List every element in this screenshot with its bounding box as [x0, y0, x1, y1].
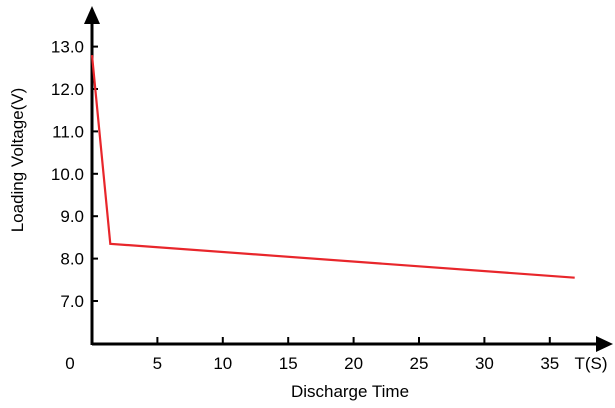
x-axis-unit-label: T(S) [574, 354, 607, 373]
x-axis-title: Discharge Time [291, 382, 409, 401]
x-tick-label: 5 [153, 354, 162, 373]
y-axis-title: Loading Voltage(V) [8, 88, 27, 233]
y-axis [84, 6, 100, 345]
y-tick-label: 8.0 [60, 250, 84, 269]
series-layer [90, 54, 575, 279]
x-axis [92, 336, 613, 352]
y-tick-label: 10.0 [51, 165, 84, 184]
y-tick-label: 9.0 [60, 207, 84, 226]
x-tick-label: 0 [65, 354, 74, 373]
series-line [90, 54, 575, 279]
y-ticks: 7.0 8.0 9.0 10.0 11.0 12.0 13.0 [51, 38, 98, 311]
x-tick-label: 10 [213, 354, 232, 373]
x-tick-label: 30 [475, 354, 494, 373]
y-tick-label: 13.0 [51, 38, 84, 57]
y-axis-arrow-icon [84, 6, 100, 24]
x-ticks: 0 5 10 15 20 25 30 35 [65, 337, 559, 373]
x-tick-label: 15 [279, 354, 298, 373]
y-tick-label: 7.0 [60, 292, 84, 311]
y-tick-label: 11.0 [52, 122, 84, 141]
x-tick-label: 35 [540, 354, 559, 373]
x-tick-label: 25 [410, 354, 429, 373]
x-tick-label: 20 [344, 354, 363, 373]
y-tick-label: 12.0 [51, 80, 84, 99]
x-axis-arrow-icon [596, 336, 613, 352]
